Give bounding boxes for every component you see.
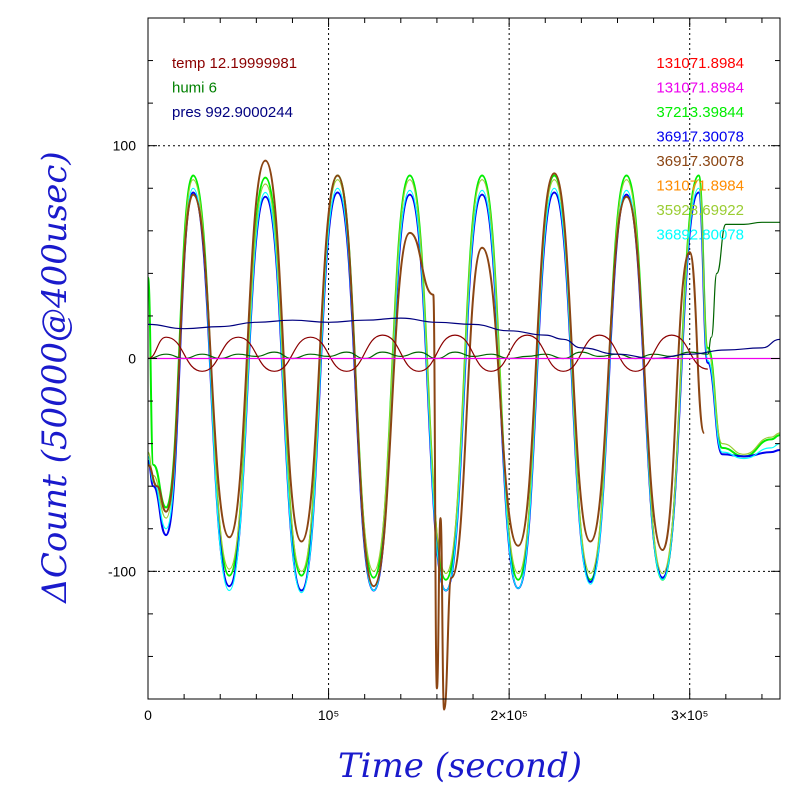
series-group [147,159,781,711]
x-tick-label: 10⁵ [318,707,339,723]
legend-right-entry: 36917.30078 [656,153,744,170]
y-tick-label: 0 [128,351,136,367]
x-tick-label: 0 [144,707,152,723]
legend-right: 131071.8984 131071.8984 37213.39844 36917.3… [656,55,744,244]
legend-right-entry: 131071.8984 [656,55,744,72]
series-line-3 [147,179,781,575]
y-tick-label: 100 [113,138,137,154]
legend-right-entry: 36917.30078 [656,129,744,146]
series-line-7 [147,317,781,360]
y-axis-title: ΔCount (50000@400usec) [35,151,75,604]
x-tick-label: 2×10⁵ [490,707,527,723]
y-tick-label: -100 [108,563,136,579]
legend-right-entry: 35928.69922 [656,202,744,219]
legend-left-entry: temp 12.19999981 [172,55,297,72]
legend-left: temp 12.19999981 humi 6 pres 992.9000244 [172,55,297,121]
legend-left-entry: humi 6 [172,80,217,97]
series-line-5 [147,221,780,360]
legend-right-entry: 131071.8984 [656,80,744,97]
ticks: 0 10⁵ 2×10⁵ 3×10⁵ -100 0 100 [108,17,780,723]
series-line-4 [147,159,706,711]
x-tick-label: 3×10⁵ [671,707,708,723]
legend-right-entry: 37213.39844 [656,104,744,121]
legend-right-entry: 131071.8984 [656,178,744,195]
x-axis-title: Time (second) [338,746,582,786]
series-line-6 [147,334,708,372]
legend-left-entry: pres 992.9000244 [172,104,293,121]
legend-right-entry: 36892.80078 [656,227,744,244]
